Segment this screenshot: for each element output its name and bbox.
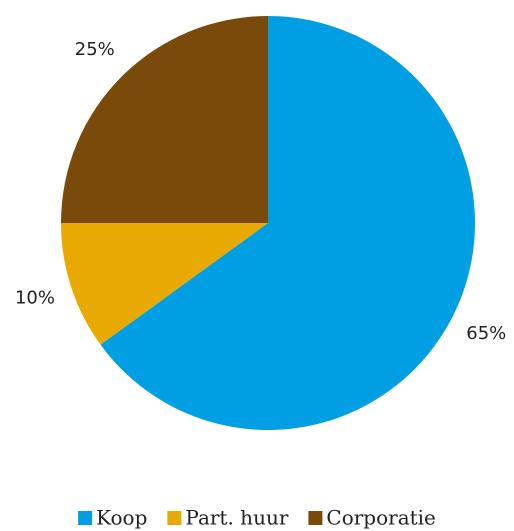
pie-slice — [61, 223, 268, 345]
data-label: 25% — [75, 39, 115, 60]
legend-swatch — [78, 511, 93, 525]
legend-swatch — [308, 511, 323, 525]
data-label: 10% — [15, 288, 55, 309]
legend-label: Part. huur — [185, 506, 288, 530]
legend-label: Koop — [96, 506, 147, 530]
legend-label: Corporatie — [326, 506, 436, 530]
pie-slice — [61, 16, 268, 223]
pie-slice — [100, 16, 476, 430]
legend-swatch — [167, 511, 182, 525]
data-label: 65% — [466, 323, 506, 344]
